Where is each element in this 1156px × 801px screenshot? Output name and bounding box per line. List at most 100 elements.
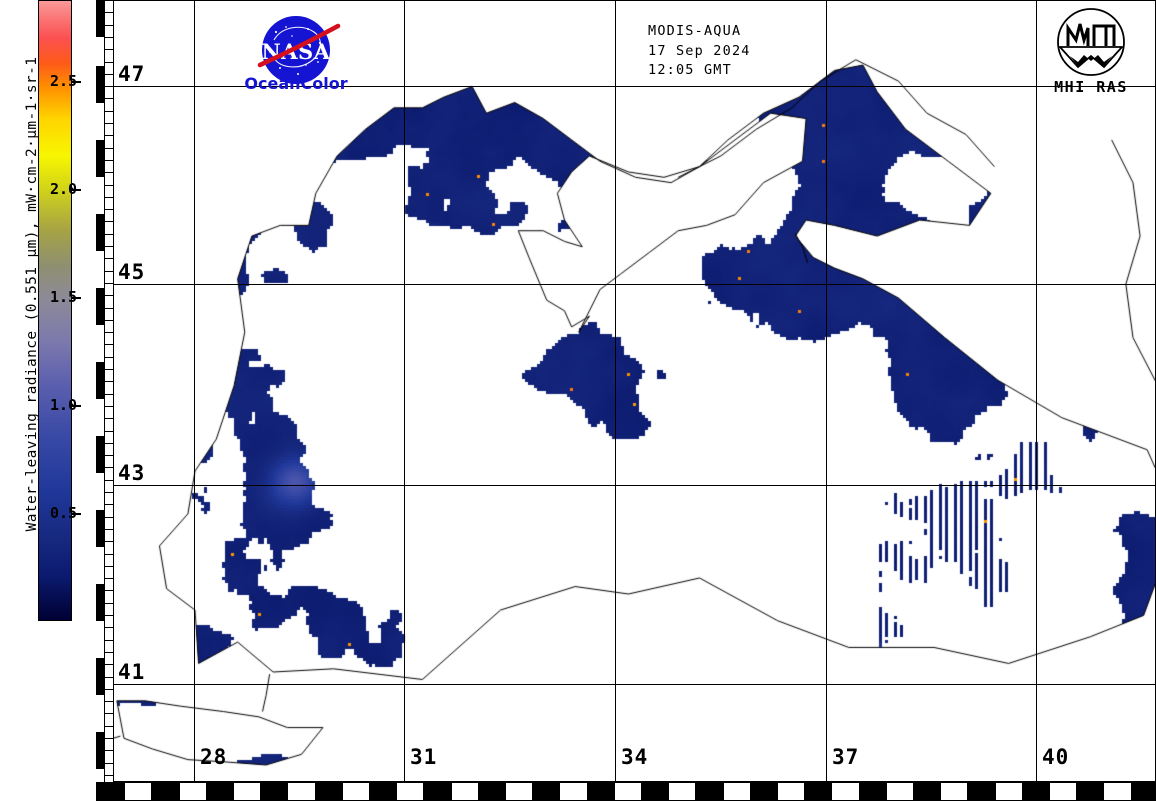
graticule-minor-tick bbox=[105, 553, 114, 555]
graticule-minor-tick bbox=[1103, 783, 1105, 800]
graticule-minor-tick bbox=[994, 783, 996, 800]
graticule-segment bbox=[423, 783, 451, 800]
colorbar-tick bbox=[72, 513, 81, 515]
nasa-logo: NASA bbox=[257, 16, 341, 84]
graticule-minor-tick bbox=[105, 615, 114, 616]
graticule-minor-tick bbox=[105, 233, 114, 235]
colorbar-tick-label: 2.0 bbox=[50, 180, 78, 199]
graticule-minor-tick bbox=[105, 184, 114, 186]
graticule-segment bbox=[96, 288, 104, 325]
colorbar-tick bbox=[72, 405, 81, 407]
graticule-minor-tick bbox=[722, 783, 724, 800]
graticule-minor-tick bbox=[124, 783, 126, 800]
graticule-minor-tick bbox=[105, 639, 114, 641]
graticule-minor-tick bbox=[105, 565, 114, 567]
graticule-minor-tick bbox=[105, 405, 114, 407]
graticule-segment bbox=[532, 783, 560, 800]
graticule-minor-tick bbox=[105, 676, 114, 678]
graticule-minor-tick bbox=[885, 783, 887, 800]
graticule-minor-tick bbox=[105, 455, 114, 457]
graticule-minor-tick bbox=[105, 664, 114, 666]
graticule-minor-tick bbox=[105, 627, 114, 629]
graticule-minor-tick bbox=[777, 783, 778, 800]
graticule-segment bbox=[96, 362, 104, 399]
latitude-label: 45 bbox=[118, 260, 146, 284]
graticule-minor-tick bbox=[105, 282, 114, 284]
graticule-minor-tick bbox=[105, 86, 114, 88]
graticule-minor-tick bbox=[105, 393, 114, 395]
graticule-minor-tick bbox=[967, 783, 969, 800]
graticule-minor-tick bbox=[1049, 783, 1050, 800]
graticule-minor-tick bbox=[105, 750, 114, 752]
colorbar-tick-label: 0.5 bbox=[50, 504, 78, 522]
graticule-minor-tick bbox=[105, 110, 114, 112]
latitude-gridline bbox=[114, 485, 1155, 486]
latitude-label: 41 bbox=[118, 660, 146, 684]
graticule-segment bbox=[586, 783, 614, 800]
graticule-minor-tick bbox=[105, 61, 114, 63]
graticule-segment bbox=[96, 140, 104, 177]
graticule-minor-tick bbox=[105, 369, 114, 370]
latitude-label: 47 bbox=[118, 62, 146, 86]
graticule-segment bbox=[97, 783, 125, 800]
graticule-minor-tick bbox=[105, 430, 114, 432]
graticule-minor-tick bbox=[369, 783, 370, 800]
graticule-segment bbox=[96, 436, 104, 473]
graticule-segment bbox=[369, 783, 397, 800]
graticule-minor-tick bbox=[105, 602, 114, 604]
latitude-gridline bbox=[114, 86, 1155, 87]
longitude-label: 37 bbox=[832, 745, 860, 769]
graticule-minor-tick bbox=[105, 356, 114, 358]
graticule-minor-tick bbox=[1076, 783, 1078, 800]
graticule-segment bbox=[96, 584, 104, 621]
graticule-minor-tick bbox=[260, 783, 262, 800]
graticule-minor-tick bbox=[858, 783, 860, 800]
graticule-minor-tick bbox=[749, 783, 751, 800]
graticule-minor-tick bbox=[314, 783, 316, 800]
graticule-segment bbox=[96, 510, 104, 547]
graticule-minor-tick bbox=[1130, 783, 1132, 800]
longitude-label: 31 bbox=[410, 745, 438, 769]
graticule-segment bbox=[858, 783, 886, 800]
map-frame[interactable]: 28 31 34 37 40 47 45 43 41 bbox=[113, 0, 1156, 782]
graticule-segment bbox=[804, 783, 832, 800]
graticule-minor-tick bbox=[105, 418, 114, 420]
colorbar-tick-label: 2.5 bbox=[50, 72, 78, 91]
graticule-minor-tick bbox=[105, 295, 114, 297]
radiance-raster bbox=[114, 1, 1155, 781]
graticule-minor-tick bbox=[913, 783, 914, 800]
scene-header: MODIS-AQUA 17 Sep 2024 12:05 GMT bbox=[648, 22, 751, 81]
mhi-ras-logo-icon bbox=[1057, 8, 1125, 76]
mhi-ras-caption: MHI RAS bbox=[1054, 78, 1128, 96]
graticule-minor-tick bbox=[105, 504, 114, 506]
graticule-minor-tick bbox=[105, 713, 114, 715]
graticule-minor-tick bbox=[287, 783, 289, 800]
colorbar-ticks bbox=[72, 0, 81, 621]
graticule-minor-tick bbox=[105, 12, 114, 14]
graticule-minor-tick bbox=[105, 36, 114, 38]
graticule-minor-tick bbox=[105, 0, 114, 1]
graticule-segment bbox=[967, 783, 995, 800]
graticule-segment bbox=[260, 783, 288, 800]
graticule-minor-tick bbox=[105, 24, 114, 26]
graticule-minor-tick bbox=[105, 651, 114, 653]
graticule-minor-tick bbox=[105, 98, 114, 100]
graticule-minor-tick bbox=[105, 701, 114, 703]
graticule-segment bbox=[151, 783, 179, 800]
longitude-gridline bbox=[404, 1, 405, 781]
nasa-orbit-icon bbox=[273, 26, 321, 68]
nasa-stars-icon bbox=[269, 26, 322, 75]
graticule-minor-tick bbox=[105, 135, 114, 137]
colorbar-tick bbox=[72, 189, 81, 191]
graticule-minor-tick bbox=[105, 578, 114, 580]
oceancolor-wordmark: OceanColor bbox=[244, 74, 348, 93]
graticule-minor-tick bbox=[105, 467, 114, 469]
graticule-minor-tick bbox=[831, 783, 833, 800]
graticule-segment bbox=[314, 783, 342, 800]
graticule-minor-tick bbox=[559, 783, 561, 800]
graticule-segment bbox=[641, 783, 669, 800]
graticule-minor-tick bbox=[105, 123, 114, 124]
graticule-segment bbox=[913, 783, 941, 800]
graticule-minor-tick bbox=[396, 783, 398, 800]
graticule-minor-tick bbox=[97, 783, 98, 800]
